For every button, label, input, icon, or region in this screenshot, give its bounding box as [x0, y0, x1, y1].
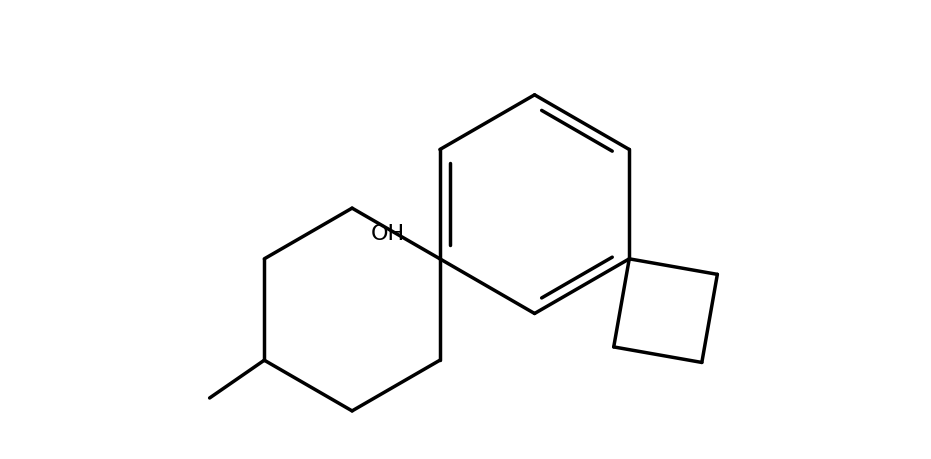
Text: OH: OH — [371, 224, 405, 244]
